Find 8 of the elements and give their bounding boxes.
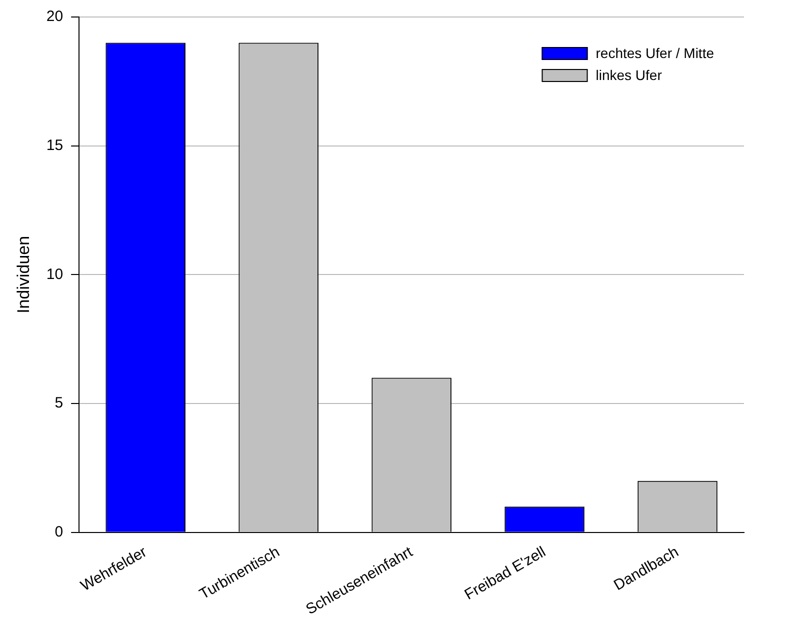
y-tick-label: 10 (46, 266, 64, 283)
y-tick-label: 15 (46, 136, 64, 154)
legend-label: rechtes Ufer / Mitte (596, 44, 714, 61)
y-tick-label: 20 (46, 8, 64, 26)
legend-label: linkes Ufer (596, 66, 662, 83)
y-axis-title: Individuen (14, 236, 33, 314)
y-tick-label: 5 (54, 394, 64, 412)
y-tick-label: 0 (54, 524, 64, 541)
